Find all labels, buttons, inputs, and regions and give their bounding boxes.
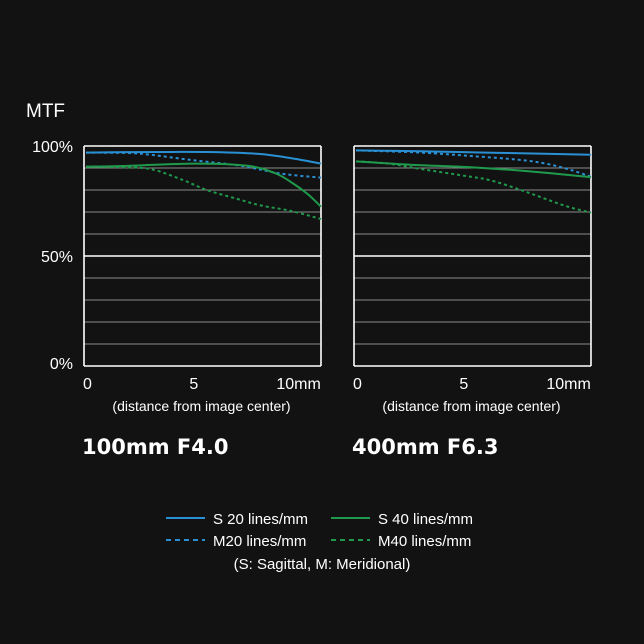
series-line-m20-lines-mm bbox=[85, 151, 322, 179]
legend-note: (S: Sagittal, M: Meridional) bbox=[234, 556, 411, 573]
x-tick-label: 5 bbox=[189, 376, 198, 393]
y-axis-label: MTF bbox=[26, 101, 65, 122]
series-line-m20-lines-mm bbox=[355, 149, 592, 178]
x-tick-label: 10mm bbox=[276, 376, 320, 393]
x-tick-label: 10mm bbox=[546, 376, 590, 393]
y-tick-label: 50% bbox=[41, 249, 73, 266]
legend-label: M20 lines/mm bbox=[213, 533, 306, 550]
chart-title-right: 400mm F6.3 bbox=[352, 435, 498, 459]
legend-label: S 20 lines/mm bbox=[213, 511, 308, 528]
x-tick-label: 0 bbox=[83, 376, 92, 393]
legend-label: S 40 lines/mm bbox=[378, 511, 473, 528]
legend-label: M40 lines/mm bbox=[378, 533, 471, 550]
chart-title-left: 100mm F4.0 bbox=[82, 435, 228, 459]
plot-panel-1: 0 5 10mm (distance from image center) bbox=[83, 145, 322, 414]
series-line-s-40-lines-mm bbox=[355, 160, 592, 179]
legend: S 20 lines/mm S 40 lines/mm M20 lines/mm… bbox=[166, 511, 473, 573]
y-tick-label: 0% bbox=[50, 356, 73, 373]
series-line-s-20-lines-mm bbox=[355, 149, 592, 156]
series-line-s-20-lines-mm bbox=[85, 150, 322, 165]
series-line-m40-lines-mm bbox=[85, 165, 322, 221]
plot-panel-2: 0 5 10mm (distance from image center) bbox=[353, 145, 592, 414]
x-axis-label: (distance from image center) bbox=[382, 398, 560, 414]
x-tick-label: 5 bbox=[459, 376, 468, 393]
x-axis-label: (distance from image center) bbox=[112, 398, 290, 414]
series-line-m40-lines-mm bbox=[355, 160, 592, 214]
series-line-s-40-lines-mm bbox=[85, 162, 322, 208]
y-tick-label: 100% bbox=[32, 139, 73, 156]
x-tick-label: 0 bbox=[353, 376, 362, 393]
